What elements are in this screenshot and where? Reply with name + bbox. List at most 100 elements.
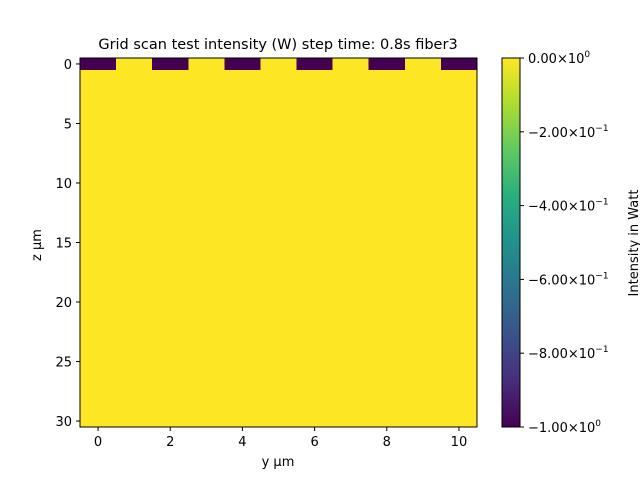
heatmap-cell: [260, 69, 297, 83]
heatmap-cell: [296, 69, 334, 83]
heatmap-cell: [296, 391, 334, 404]
heatmap-cell: [80, 260, 117, 273]
heatmap-cell: [116, 117, 153, 130]
heatmap-cell: [332, 153, 370, 166]
heatmap-cell: [152, 284, 189, 297]
heatmap-cell: [188, 212, 225, 226]
heatmap-cell: [80, 105, 117, 118]
plot-area: [79, 57, 478, 428]
heatmap-cell: [224, 331, 261, 345]
heatmap-cell: [260, 129, 297, 142]
heatmap-cell: [440, 236, 478, 249]
heatmap-cell: [296, 343, 334, 356]
heatmap-cell: [224, 307, 261, 321]
heatmap-cell: [440, 367, 478, 380]
heatmap-cell: [332, 272, 370, 285]
heatmap-cell: [80, 272, 117, 285]
heatmap-cell: [368, 105, 406, 118]
heatmap-cell: [80, 117, 117, 130]
x-axis-label: y μm: [262, 455, 295, 470]
heatmap-cell: [152, 212, 189, 226]
heatmap-cell: [404, 212, 442, 226]
heatmap-cell: [188, 200, 225, 214]
heatmap-cell: [224, 260, 261, 273]
heatmap-cell: [224, 93, 261, 107]
heatmap-cell: [152, 415, 189, 428]
heatmap-cell: [404, 200, 442, 214]
heatmap-cell: [80, 331, 117, 345]
heatmap-cell: [368, 284, 406, 297]
heatmap-cell: [80, 367, 117, 380]
heatmap-cell: [188, 260, 225, 273]
heatmap-cell: [440, 69, 478, 83]
heatmap-cell: [440, 81, 478, 95]
heatmap-cell: [224, 391, 261, 404]
heatmap-cell: [80, 141, 117, 154]
heatmap-cell: [332, 58, 370, 71]
heatmap-cell: [152, 153, 189, 166]
heatmap-cell: [404, 81, 442, 95]
heatmap-cell: [332, 236, 370, 249]
heatmap-cell: [404, 141, 442, 154]
heatmap-cell: [440, 212, 478, 226]
heatmap-cell: [80, 165, 117, 178]
x-tick-label: 8: [383, 435, 391, 450]
heatmap-cell: [260, 141, 297, 154]
heatmap-cell: [116, 236, 153, 249]
heatmap-cell: [404, 260, 442, 273]
heatmap-cell: [188, 165, 225, 178]
heatmap-cell: [440, 284, 478, 297]
heatmap-cell: [188, 248, 225, 261]
heatmap-cell: [296, 165, 334, 178]
heatmap-cell: [188, 188, 225, 202]
heatmap-cell: [368, 248, 406, 261]
heatmap-cell: [152, 58, 189, 71]
heatmap-cell: [440, 224, 478, 237]
heatmap-cell: [188, 415, 225, 428]
heatmap-cell: [368, 129, 406, 142]
y-tick-label: 15: [55, 237, 72, 252]
heatmap-cell: [296, 188, 334, 202]
heatmap-cell: [224, 415, 261, 428]
heatmap-cell: [404, 153, 442, 166]
heatmap-cell: [188, 69, 225, 83]
heatmap-cell: [116, 69, 153, 83]
heatmap-cell: [296, 296, 334, 309]
heatmap-cell: [152, 200, 189, 214]
heatmap-cell: [152, 69, 189, 83]
heatmap-cell: [260, 391, 297, 404]
heatmap-cell: [260, 355, 297, 368]
heatmap-cell: [332, 296, 370, 309]
heatmap-cell: [80, 403, 117, 416]
heatmap-cell: [440, 188, 478, 202]
heatmap-cell: [368, 415, 406, 428]
heatmap-cell: [224, 355, 261, 368]
heatmap-cell: [116, 260, 153, 273]
heatmap-cell: [440, 117, 478, 130]
colorbar-label: Intensity in Watt: [627, 190, 640, 297]
heatmap-cell: [368, 307, 406, 321]
heatmap-cell: [260, 117, 297, 130]
heatmap-cell: [80, 379, 117, 392]
heatmap-cell: [116, 153, 153, 166]
heatmap-cell: [260, 272, 297, 285]
heatmap-cell: [404, 117, 442, 130]
heatmap-cell: [260, 331, 297, 345]
heatmap-cell: [404, 105, 442, 118]
heatmap-cell: [116, 367, 153, 380]
heatmap-cell: [368, 58, 406, 71]
heatmap-cell: [116, 272, 153, 285]
heatmap-cell: [188, 331, 225, 345]
heatmap-cell: [404, 403, 442, 416]
heatmap-cell: [188, 236, 225, 249]
heatmap-cell: [224, 105, 261, 118]
heatmap-cell: [440, 165, 478, 178]
heatmap-cell: [332, 93, 370, 107]
heatmap-cell: [368, 200, 406, 214]
heatmap-cell: [188, 391, 225, 404]
heatmap-cell: [188, 93, 225, 107]
heatmap-cell: [152, 81, 189, 95]
heatmap-cell: [296, 93, 334, 107]
y-tick-label: 20: [55, 296, 72, 311]
heatmap-cell: [224, 69, 261, 83]
